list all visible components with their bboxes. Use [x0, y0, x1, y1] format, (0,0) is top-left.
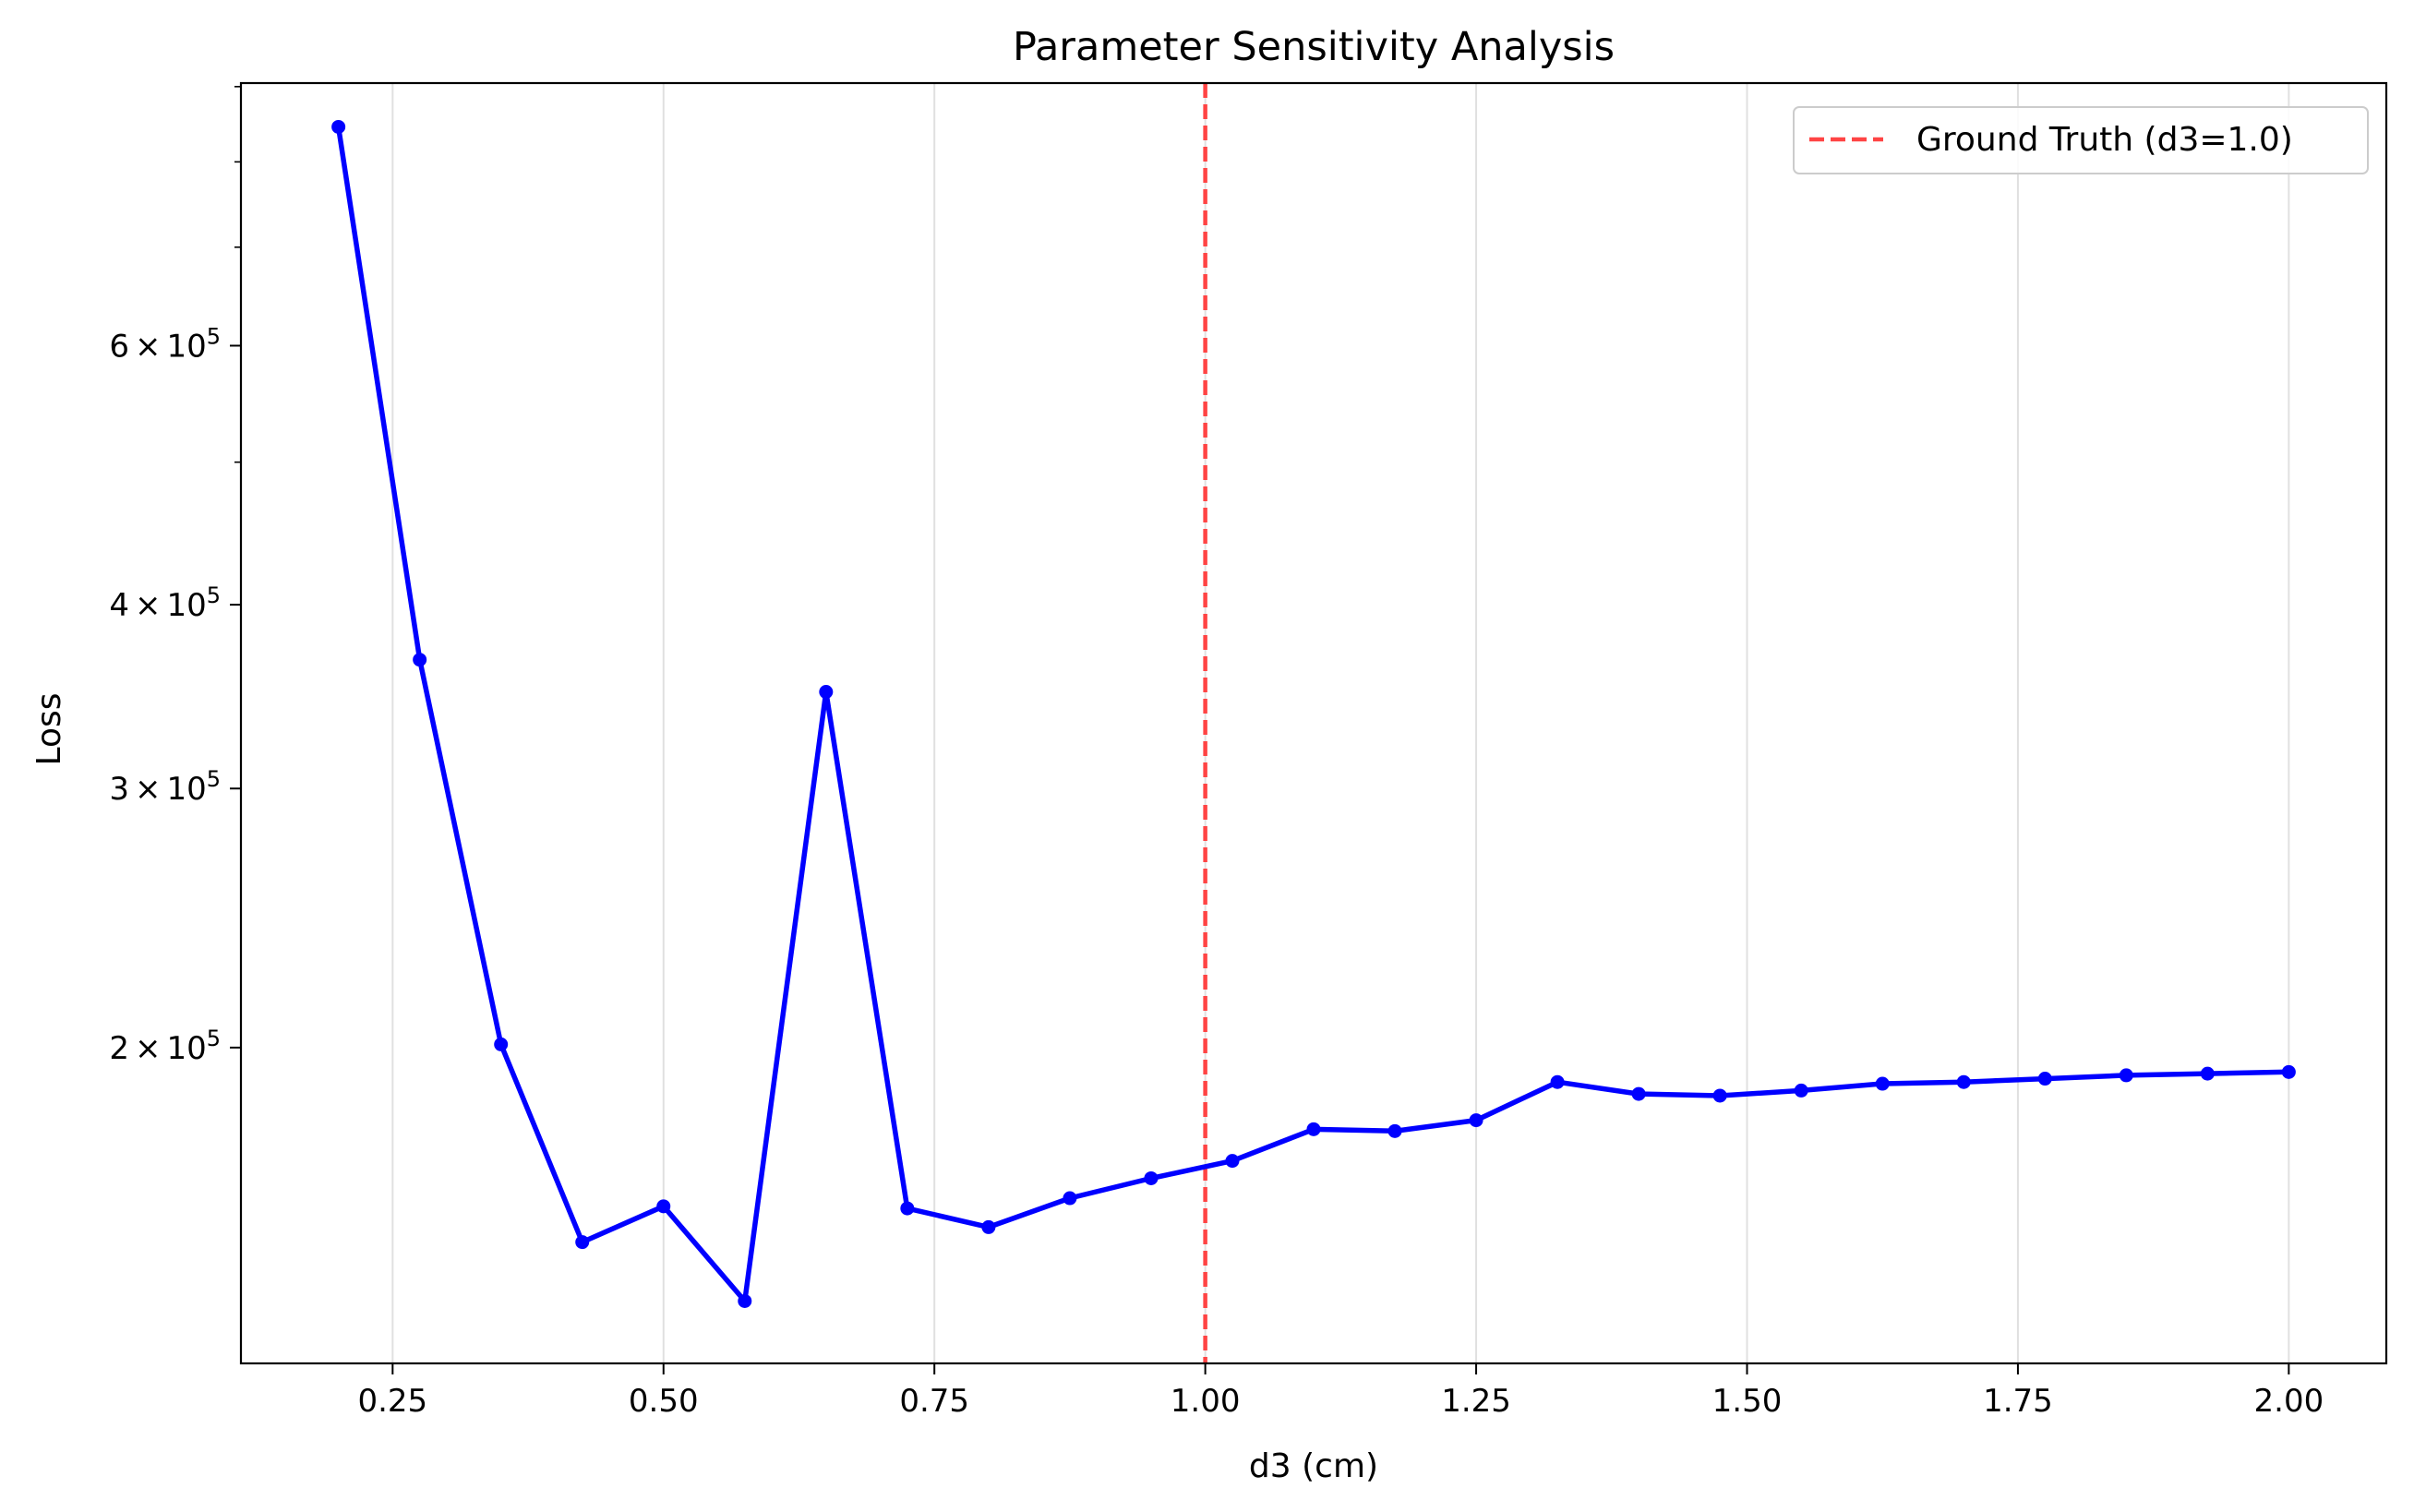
data-point [1794, 1083, 1808, 1098]
data-point [2281, 1064, 2296, 1079]
data-point [1387, 1123, 1402, 1138]
data-point [819, 685, 834, 700]
series-layer [331, 119, 2296, 1308]
x-axis-label: d3 (cm) [1249, 1447, 1378, 1485]
x-tick-label: 0.25 [357, 1383, 427, 1420]
x-tick-label: 1.50 [1712, 1383, 1783, 1420]
data-point [1469, 1113, 1483, 1128]
data-point [413, 653, 427, 667]
data-point [2200, 1066, 2215, 1081]
x-tick-label: 2.00 [2254, 1383, 2324, 1420]
x-tick-label: 1.00 [1171, 1383, 1241, 1420]
chart-title: Parameter Sensitivity Analysis [1013, 24, 1615, 70]
data-point [1225, 1154, 1240, 1169]
legend: Ground Truth (d3=1.0) [1793, 106, 2369, 174]
data-point [2037, 1072, 2052, 1086]
y-tick-label: 4 × 105 [109, 582, 221, 624]
data-point [1956, 1074, 1971, 1089]
tick-layer: 0.25 0.50 0.75 1.00 1.25 1.50 1.75 2.00 2 × 105 3 × 1… [109, 86, 2324, 1420]
legend-box [1793, 106, 2369, 174]
x-tick-label: 0.75 [899, 1383, 969, 1420]
data-point [1875, 1076, 1890, 1091]
data-point [656, 1199, 671, 1214]
y-tick-label: 2 × 105 [109, 1026, 221, 1067]
data-point [1306, 1122, 1321, 1136]
legend-label: Ground Truth (d3=1.0) [1916, 121, 2293, 159]
data-point [1144, 1170, 1159, 1185]
data-point [1063, 1191, 1077, 1206]
y-tick-label: 6 × 105 [109, 323, 221, 365]
data-point [494, 1037, 509, 1051]
data-point [2119, 1068, 2133, 1083]
data-point [1550, 1074, 1565, 1089]
data-point [1712, 1088, 1727, 1103]
data-point [1631, 1086, 1646, 1101]
y-axis-label: Loss [30, 693, 68, 766]
x-tick-label: 0.50 [629, 1383, 699, 1420]
data-point [738, 1293, 752, 1308]
data-point [331, 119, 346, 134]
data-point [981, 1219, 996, 1234]
data-point [900, 1201, 915, 1216]
data-point [575, 1235, 590, 1250]
plot-frame [239, 81, 2388, 1365]
x-tick-label: 1.25 [1441, 1383, 1511, 1420]
y-tick-label: 3 × 105 [109, 766, 221, 808]
x-tick-label: 1.75 [1983, 1383, 2053, 1420]
